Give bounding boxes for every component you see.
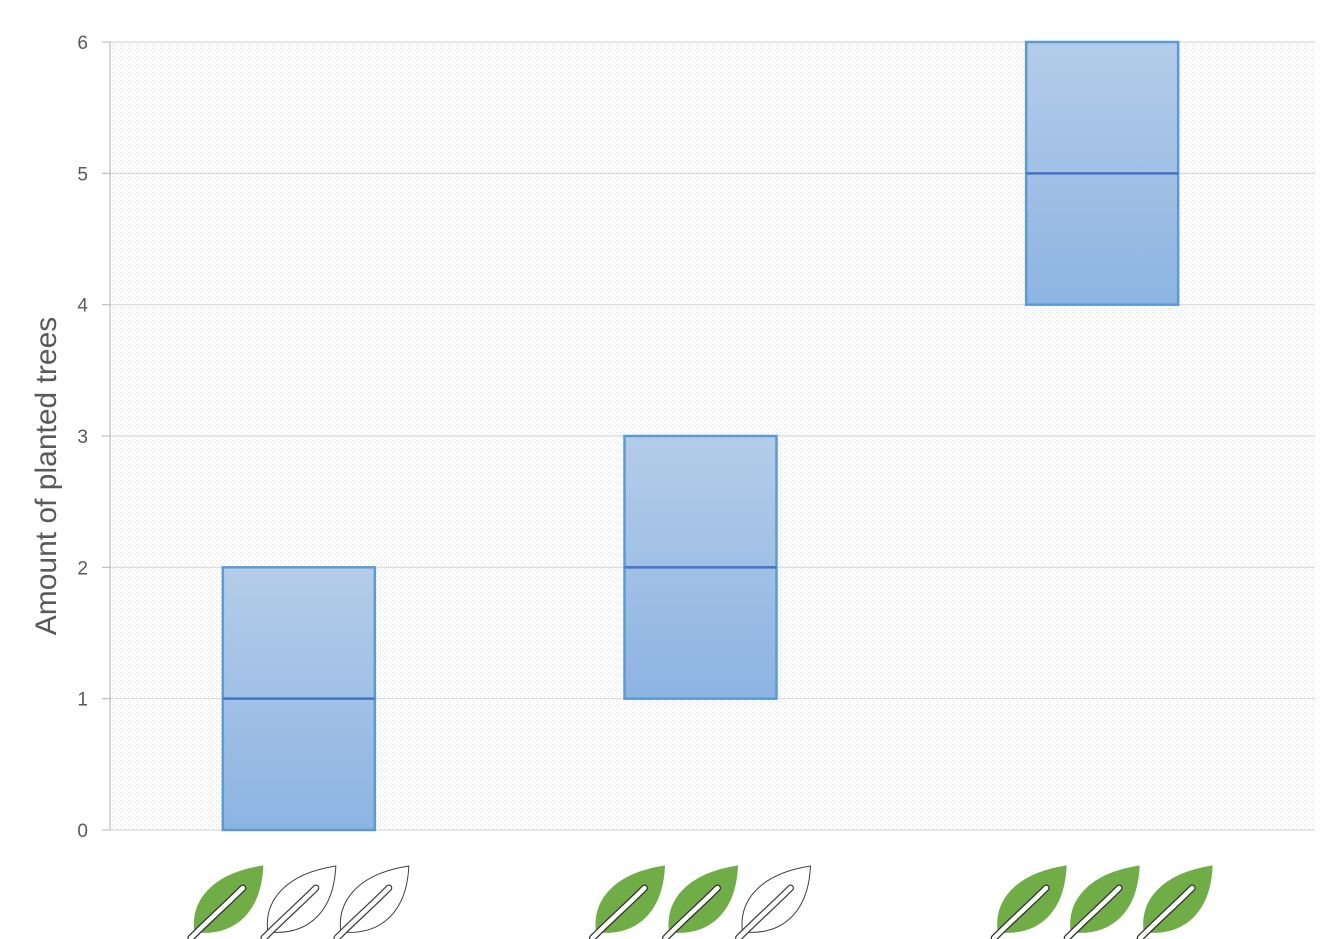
leaf-icon <box>990 865 1067 939</box>
y-tick-label: 5 <box>77 164 88 185</box>
leaf-icon <box>1136 865 1213 939</box>
leaf-icon <box>1063 865 1140 939</box>
y-axis: 0 1 2 3 4 5 6 <box>77 33 111 842</box>
leaf-icon <box>662 865 739 939</box>
y-tick-label: 4 <box>77 296 88 317</box>
leaf-icon <box>735 865 812 939</box>
leaf-icon <box>589 865 666 939</box>
leaf-icon <box>260 865 337 939</box>
leaf-icon <box>187 865 264 939</box>
y-tick-label: 0 <box>77 821 88 842</box>
y-tick-label: 6 <box>77 33 88 54</box>
x-axis-leaf-ratings <box>187 865 1213 939</box>
y-axis-title: Amount of planted trees <box>30 317 63 636</box>
y-tick-label: 2 <box>77 558 88 579</box>
boxes <box>221 40 1180 832</box>
leaf-icon <box>333 865 410 939</box>
y-tick-label: 1 <box>77 690 88 711</box>
y-tick-label: 3 <box>77 427 88 448</box>
